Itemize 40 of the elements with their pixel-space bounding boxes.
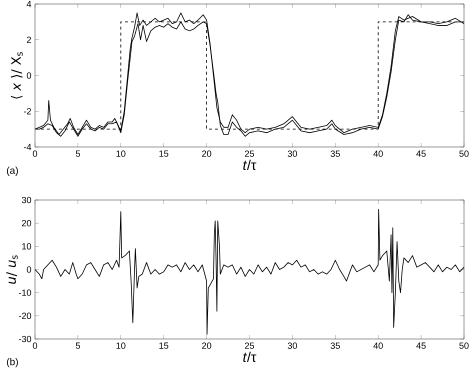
x-tick-label: 0 xyxy=(32,342,38,349)
x-tick-label: 10 xyxy=(116,150,126,157)
y-tick-label: 20 xyxy=(22,220,32,226)
y-tick-label: -30 xyxy=(18,336,32,342)
y-tick-label: -4 xyxy=(24,144,32,150)
y-tick-label: 0 xyxy=(26,72,32,79)
x-tick-label: 5 xyxy=(76,342,80,349)
x-tick-label: 35 xyxy=(330,150,340,157)
y-tick-label: 4 xyxy=(26,0,32,8)
x-tick-label: 25 xyxy=(244,150,254,157)
x-tick-label: 40 xyxy=(373,150,383,157)
text: (b) xyxy=(6,358,18,368)
x-tick-label: 20 xyxy=(202,150,212,157)
y-tick-label: 0 xyxy=(26,266,32,273)
text: (a) xyxy=(6,166,18,176)
x-tick-label: 30 xyxy=(288,342,298,349)
y-tick-label: 10 xyxy=(22,243,32,250)
x-tick-label: 40 xyxy=(373,342,383,349)
x-tick-label: 30 xyxy=(288,150,298,157)
y-axis-title: ⟨ x ⟩/ X$_{s}$ xyxy=(10,52,23,99)
x-tick-label: 0 xyxy=(32,150,38,157)
x-tick-label: 15 xyxy=(159,342,168,349)
x-tick-label: 25 xyxy=(244,342,254,349)
y-tick-label: -2 xyxy=(24,108,32,114)
x-tick-label: 50 xyxy=(459,342,469,349)
x-tick-label: 20 xyxy=(202,342,212,349)
y-tick-label: 2 xyxy=(26,36,32,43)
x-axis-title: t/τ xyxy=(243,160,256,170)
x-axis-title: t/τ xyxy=(243,352,256,362)
y-tick-label: 30 xyxy=(22,196,32,204)
y-axis-title: u/ u$_{s}$ xyxy=(6,255,18,284)
y-tick-label: -20 xyxy=(18,312,32,320)
x-tick-label: 45 xyxy=(416,150,426,157)
x-tick-label: 45 xyxy=(416,342,426,349)
x-tick-label: 5 xyxy=(76,150,80,157)
x-tick-label: 10 xyxy=(116,342,126,349)
x-tick-label: 50 xyxy=(459,150,469,157)
y-tick-label: -10 xyxy=(18,289,32,296)
x-tick-label: 15 xyxy=(159,150,168,157)
x-tick-label: 35 xyxy=(330,342,340,349)
